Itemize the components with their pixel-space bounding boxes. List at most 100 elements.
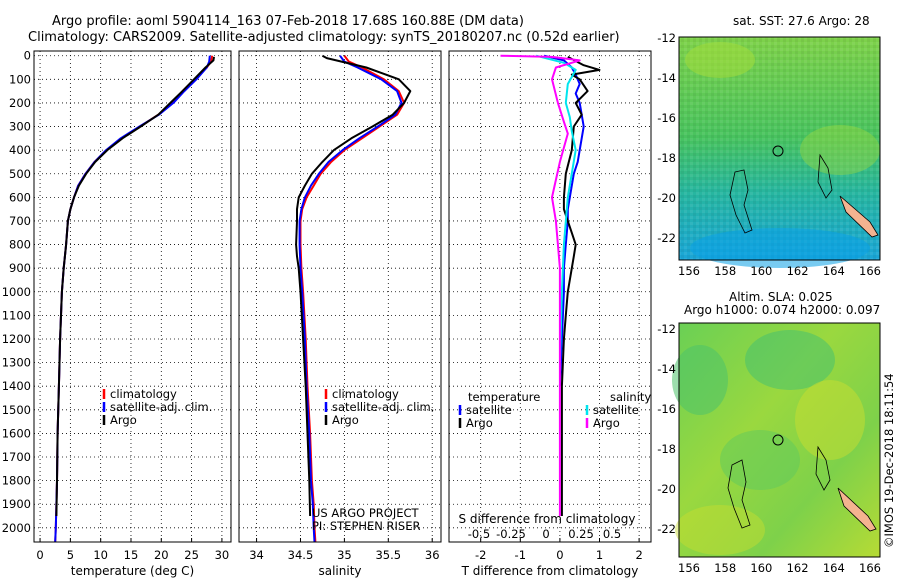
- plot-frame: [238, 50, 442, 543]
- x-tick-label: 20: [154, 548, 169, 562]
- map-x-tick-label: 162: [787, 561, 809, 575]
- x-tick-label: 2: [635, 548, 642, 562]
- x-tick-label: 5: [67, 548, 74, 562]
- series-argo: [295, 54, 412, 517]
- annotation: PI: STEPHEN RISER: [312, 519, 421, 533]
- y-tick-label: 1200: [2, 332, 31, 346]
- map-y-tick-label: -14: [657, 71, 676, 85]
- y-tick-label: 100: [9, 72, 31, 86]
- map-x-tick-label: 156: [678, 561, 700, 575]
- salinity-plot: 34 34.5 35 35.5 36 salinity climatologysatelli…: [238, 50, 442, 578]
- map-x-tick-label: 164: [823, 264, 845, 278]
- annotation: US ARGO PROJECT: [312, 506, 420, 520]
- x-tick-label: 25: [184, 548, 199, 562]
- legend-label: Argo: [593, 416, 620, 430]
- series-temperature-satellite: [543, 54, 585, 387]
- legend-label: satellite: [466, 403, 512, 417]
- x-axis-label: T difference from climatology: [461, 564, 639, 578]
- map-y-tick-label: -14: [657, 362, 676, 376]
- title-line-1: Argo profile: aoml 5904114_163 07-Feb-20…: [52, 14, 524, 29]
- legend-label: satellite-adj. clim.: [332, 400, 434, 414]
- sst-map: [679, 37, 880, 268]
- series-satellite-adj-clim-: [298, 55, 403, 543]
- x-tick-label: 34.5: [288, 548, 314, 562]
- map-x-tick-label: 158: [714, 264, 736, 278]
- y-tick-label: 900: [9, 261, 31, 275]
- y-tick-label: 1000: [2, 285, 31, 299]
- x-tick-label: -1: [515, 548, 526, 562]
- map-y-tick-label: -16: [657, 402, 676, 416]
- legend-title-salinity: salinity: [610, 390, 651, 404]
- legend-label: Argo: [466, 416, 493, 430]
- x-axis-label: salinity: [318, 564, 361, 578]
- sla-map-title-2: Argo h1000: 0.074 h2000: 0.097: [684, 303, 880, 317]
- y-tick-label: 1400: [2, 379, 31, 393]
- series-satellite-adj-clim-: [54, 55, 211, 543]
- plot-frame: [33, 50, 232, 543]
- y-tick-label: 1800: [2, 474, 31, 488]
- x-tick-label: 10: [93, 548, 108, 562]
- legend-label: climatology: [110, 387, 177, 401]
- x-tick-label: 1: [596, 548, 603, 562]
- map-y-tick-label: -22: [657, 522, 676, 536]
- x-tick-label: 35: [337, 548, 352, 562]
- y-tick-label: 1900: [2, 497, 31, 511]
- y-tick-label: 1600: [2, 426, 31, 440]
- title-line-2: Climatology: CARS2009. Satellite-adjuste…: [28, 30, 620, 45]
- map-x-tick-label: 166: [859, 264, 881, 278]
- map-y-tick-label: -18: [657, 442, 676, 456]
- map-y-tick-label: -18: [657, 151, 676, 165]
- map-y-tick-label: -20: [657, 191, 676, 205]
- y-tick-label: 0: [24, 49, 31, 63]
- y-tick-label: 2000: [2, 521, 31, 535]
- series-temperature-argo: [560, 56, 601, 516]
- s-tick-label: -0.5: [468, 527, 490, 541]
- y-tick-label: 500: [9, 167, 31, 181]
- map-x-tick-label: 166: [859, 561, 881, 575]
- y-tick-label: 1500: [2, 403, 31, 417]
- map-y-tick-label: -20: [657, 482, 676, 496]
- y-tick-label: 800: [9, 238, 31, 252]
- x-tick-label: 15: [124, 548, 139, 562]
- y-tick-label: 600: [9, 190, 31, 204]
- sla-map: [672, 323, 880, 557]
- map-x-tick-label: 160: [750, 264, 772, 278]
- y-tick-label: 200: [9, 96, 31, 110]
- map-x-tick-label: 156: [678, 264, 700, 278]
- series-salinity-argo: [500, 54, 581, 516]
- map-y-tick-label: -12: [657, 31, 676, 45]
- map-y-tick-label: -22: [657, 231, 676, 245]
- series-climatology: [299, 55, 406, 543]
- x-tick-label: 0: [36, 548, 43, 562]
- series-salinity-satellite: [535, 54, 577, 363]
- map-x-tick-label: 162: [787, 264, 809, 278]
- legend-title-temperature: temperature: [468, 390, 540, 404]
- s-tick-label: 0.25: [568, 527, 594, 541]
- sla-map-frame: [678, 322, 881, 558]
- legend-label: Argo: [110, 413, 137, 427]
- map-x-tick-label: 158: [714, 561, 736, 575]
- watermark: ©IMOS 19-Dec-2018 18:11:54: [882, 373, 896, 548]
- s-tick-label: -0.25: [496, 527, 526, 541]
- map-y-tick-label: -12: [657, 322, 676, 336]
- x-tick-label: 30: [215, 548, 230, 562]
- legend-label: Argo: [332, 413, 359, 427]
- sla-map-axes: 156 158 160 162 164 166 -12 -14 -16 -18 -20 -22: [657, 322, 881, 575]
- sst-map-frame: [678, 36, 881, 261]
- s-axis-label: S difference from climatology: [459, 512, 636, 526]
- legend-label: satellite-adj. clim.: [110, 400, 212, 414]
- y-tick-label: 1100: [2, 308, 31, 322]
- y-tick-label: 700: [9, 214, 31, 228]
- x-tick-label: 34: [249, 548, 264, 562]
- sla-map-title-1: Altim. SLA: 0.025: [729, 290, 833, 304]
- x-tick-label: 35.5: [375, 548, 401, 562]
- series-argo: [55, 56, 215, 517]
- y-tick-label: 300: [9, 120, 31, 134]
- temperature-plot: 0 5 10 15 20 25 30 temperature (deg C) 0 100 200 30…: [2, 49, 232, 578]
- y-tick-label: 1300: [2, 356, 31, 370]
- difference-plot: -2 -1 0 1 2 T difference from climatology temp…: [448, 50, 652, 578]
- legend-label: satellite: [593, 403, 639, 417]
- x-axis-label: temperature (deg C): [71, 564, 194, 578]
- series-climatology: [54, 55, 214, 543]
